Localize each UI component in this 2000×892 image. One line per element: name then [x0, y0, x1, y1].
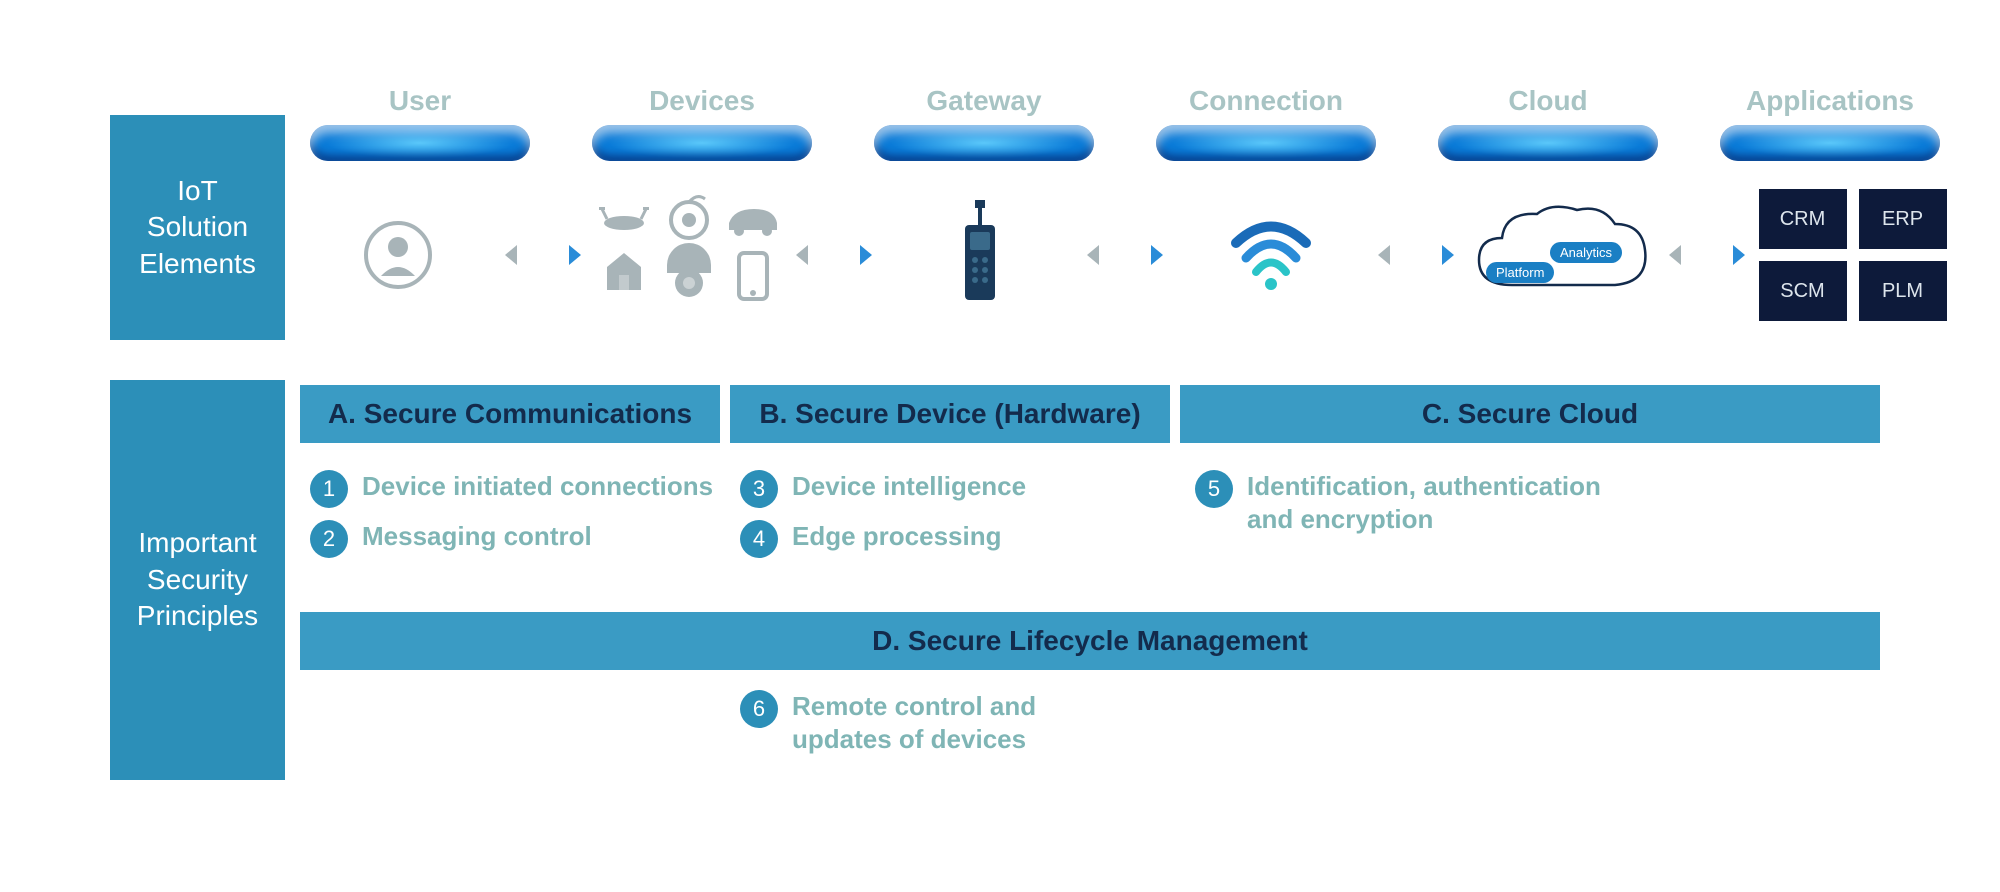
principle-number: 1 [310, 470, 348, 508]
principle-number: 3 [740, 470, 778, 508]
pill-cloud: Cloud [1418, 85, 1678, 161]
cloud-icon: Platform Analytics [1454, 200, 1669, 310]
arrow-right-icon [1418, 241, 1454, 269]
arrow-right-icon [1709, 241, 1745, 269]
arrow-pair [505, 241, 581, 269]
applications-grid: CRM ERP SCM PLM [1745, 189, 1960, 321]
pill-label-connection: Connection [1189, 85, 1343, 117]
pill-user: User [290, 85, 550, 161]
principle-text: Remote control and updates of devices [792, 690, 1052, 755]
principle-text: Device initiated connections [362, 470, 713, 503]
arrow-left-icon [1087, 241, 1123, 269]
arrow-left-icon [1669, 241, 1705, 269]
pill-applications: Applications [1700, 85, 1960, 161]
principle-text: Edge processing [792, 520, 1002, 553]
pill-shape [1156, 125, 1376, 161]
principle-number: 4 [740, 520, 778, 558]
side-label-solution-elements: IoTSolutionElements [110, 115, 285, 340]
principle-3: 3 Device intelligence [740, 470, 1026, 508]
principle-text: Identification, authentication and encry… [1247, 470, 1607, 535]
pill-shape [1438, 125, 1658, 161]
pill-shape [592, 125, 812, 161]
principle-2: 2 Messaging control [310, 520, 592, 558]
pill-row: User Devices Gateway Connection Cloud Ap… [290, 85, 1960, 161]
principle-number: 6 [740, 690, 778, 728]
arrow-left-icon [796, 241, 832, 269]
principle-1: 1 Device initiated connections [310, 470, 713, 508]
principle-text: Messaging control [362, 520, 592, 553]
arrow-right-icon [545, 241, 581, 269]
section-header-d: D. Secure Lifecycle Management [300, 612, 1880, 670]
principle-4: 4 Edge processing [740, 520, 1002, 558]
arrow-pair [1669, 241, 1745, 269]
arrow-pair [1087, 241, 1163, 269]
pill-shape [874, 125, 1094, 161]
principle-number: 2 [310, 520, 348, 558]
arrow-left-icon [505, 241, 541, 269]
arrow-pair [1378, 241, 1454, 269]
arrow-right-icon [1127, 241, 1163, 269]
principle-5: 5 Identification, authentication and enc… [1195, 470, 1607, 535]
section-header-b: B. Secure Device (Hardware) [730, 385, 1170, 443]
principle-text: Device intelligence [792, 470, 1026, 503]
cloud-tag-platform: Platform [1486, 262, 1554, 283]
arrow-pair [796, 241, 872, 269]
wifi-icon [1163, 218, 1378, 293]
arrow-right-icon [836, 241, 872, 269]
user-icon [290, 220, 505, 290]
app-box-scm: SCM [1759, 261, 1847, 321]
pill-shape [1720, 125, 1940, 161]
pill-devices: Devices [572, 85, 832, 161]
pill-label-applications: Applications [1746, 85, 1914, 117]
pill-label-user: User [389, 85, 451, 117]
cloud-tag-analytics: Analytics [1550, 242, 1622, 263]
principle-number: 5 [1195, 470, 1233, 508]
app-box-plm: PLM [1859, 261, 1947, 321]
pill-label-devices: Devices [649, 85, 755, 117]
app-box-erp: ERP [1859, 189, 1947, 249]
arrow-left-icon [1378, 241, 1414, 269]
pill-shape [310, 125, 530, 161]
pill-label-gateway: Gateway [926, 85, 1041, 117]
section-header-a: A. Secure Communications [300, 385, 720, 443]
principle-6: 6 Remote control and updates of devices [740, 690, 1052, 755]
app-box-crm: CRM [1759, 189, 1847, 249]
pill-label-cloud: Cloud [1508, 85, 1587, 117]
section-header-c: C. Secure Cloud [1180, 385, 1880, 443]
pill-connection: Connection [1136, 85, 1396, 161]
devices-icon [581, 195, 796, 315]
side-label-security-principles: ImportantSecurityPrinciples [110, 380, 285, 780]
gateway-icon [872, 200, 1087, 310]
icon-row: Platform Analytics CRM ERP SCM PLM [290, 185, 1960, 325]
pill-gateway: Gateway [854, 85, 1114, 161]
